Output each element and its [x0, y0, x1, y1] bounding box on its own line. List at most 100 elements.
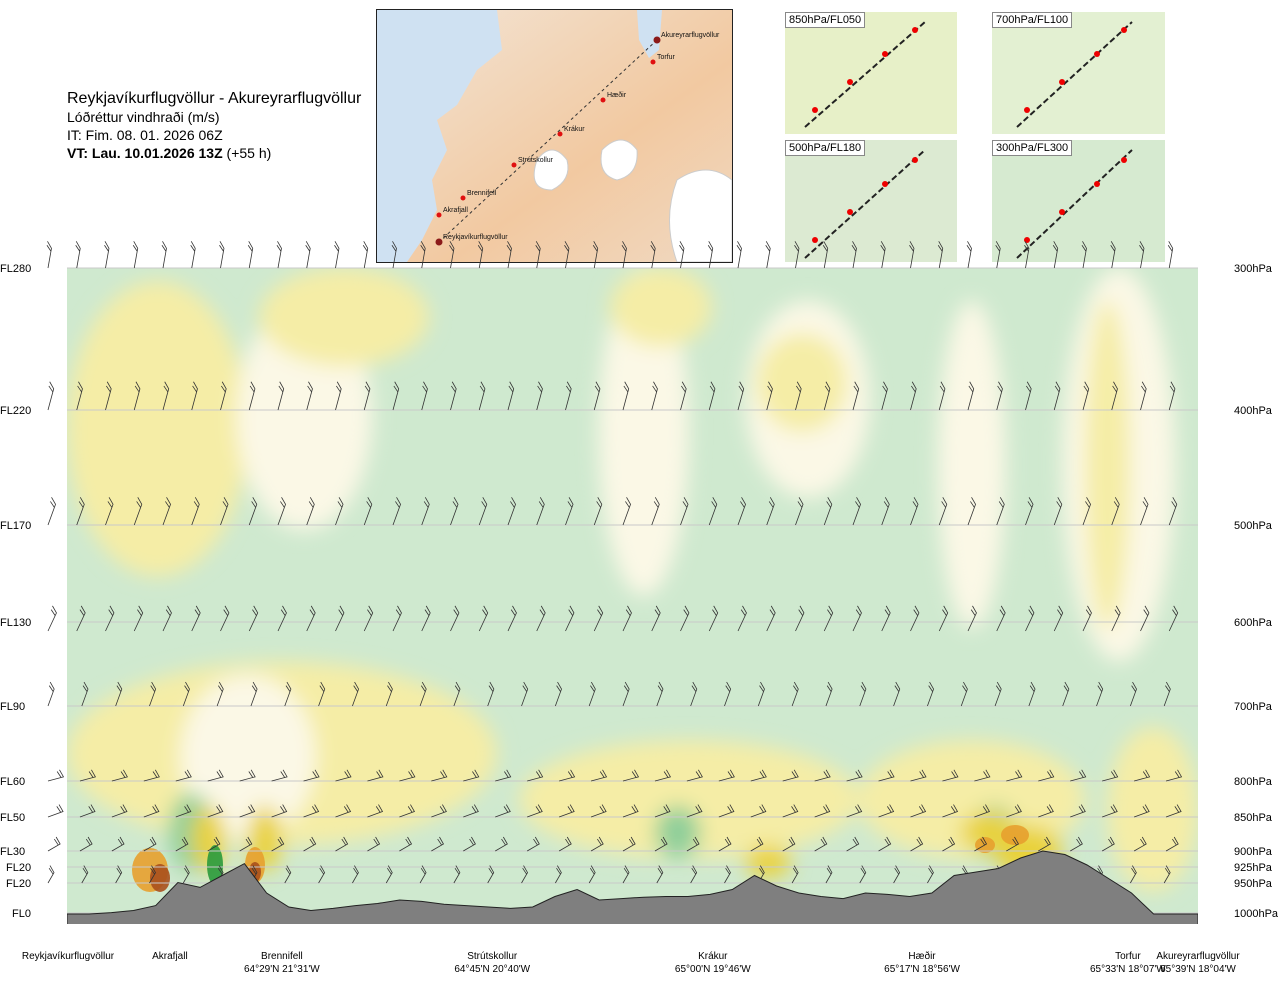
- wind-barb-17: [535, 241, 541, 269]
- wind-barb-67: [823, 381, 831, 411]
- wind-barb-42: [105, 381, 112, 411]
- wind-barb-125: [191, 605, 201, 632]
- wind-barb-268: [111, 836, 125, 852]
- wind-barb-120: [47, 605, 57, 632]
- wind-barb-269: [143, 836, 157, 852]
- wind-barb-244: [495, 804, 511, 818]
- thumb-300[interactable]: 300hPa/FL300: [992, 140, 1165, 262]
- wind-barb-280: [495, 836, 508, 852]
- parameter-subtitle: Lóðréttur vindhraði (m/s): [67, 109, 220, 125]
- wind-barb-284: [622, 836, 636, 852]
- wind-barb-118: [1140, 497, 1149, 526]
- wind-barb-129: [306, 605, 316, 632]
- field-blob-7: [937, 300, 1006, 629]
- wind-barb-317: [555, 865, 562, 884]
- wind-barb-119: [1168, 497, 1178, 526]
- wind-barb-311: [352, 865, 359, 884]
- wind-barb-68: [852, 381, 860, 411]
- wind-barb-33: [995, 241, 1001, 269]
- wind-barb-253: [782, 804, 799, 818]
- wind-barb-117: [1111, 497, 1120, 526]
- field-blob-6: [756, 333, 848, 432]
- thumb-700[interactable]: 700hPa/FL100: [992, 12, 1165, 134]
- wind-barb-25: [765, 241, 771, 269]
- wind-barb-167: [284, 681, 292, 707]
- wind-barb-145: [766, 605, 776, 632]
- thumb-850-label: 850hPa/FL050: [785, 12, 866, 28]
- wind-barb-21: [650, 241, 656, 269]
- wind-barb-1: [75, 241, 81, 269]
- wind-barb-35: [1052, 241, 1059, 269]
- wind-barb-139: [593, 605, 604, 632]
- hpa-label-8: 925hPa: [1234, 862, 1273, 874]
- wind-barb-176: [588, 681, 596, 707]
- wind-barb-286: [686, 836, 700, 852]
- wind-barb-184: [859, 681, 867, 707]
- wind-barb-288: [750, 836, 764, 852]
- wind-barb-81: [76, 497, 85, 526]
- thumb-500-map: [785, 140, 957, 262]
- wind-barb-278: [431, 836, 445, 852]
- wind-barb-28: [851, 241, 857, 269]
- wind-barb-5: [190, 241, 196, 269]
- wind-barb-100: [622, 497, 631, 526]
- thumb-850[interactable]: 850hPa/FL050: [785, 12, 957, 134]
- wind-barb-163: [149, 681, 157, 707]
- wind-barb-99: [593, 497, 603, 526]
- wind-barb-3: [132, 241, 139, 269]
- terrain-profile: [67, 850, 1198, 924]
- field-blob-12: [519, 740, 859, 859]
- wind-barb-66: [795, 381, 802, 411]
- wind-barb-6: [219, 241, 225, 269]
- wind-barb-107: [823, 497, 833, 526]
- wind-barb-204: [367, 769, 384, 782]
- thumb-500-label: 500hPa/FL180: [785, 140, 866, 156]
- waypoint-coord-4: 65°00'N 19°46'W: [675, 964, 751, 975]
- wind-barb-230: [47, 804, 64, 818]
- wind-barb-57: [536, 381, 543, 411]
- field-blob-4: [609, 268, 712, 347]
- wind-barb-40: [47, 381, 55, 411]
- wind-barb-61: [651, 381, 658, 411]
- wind-barb-191: [1096, 681, 1104, 707]
- wind-barb-115: [1053, 497, 1063, 526]
- wind-barb-140: [622, 605, 632, 632]
- wind-barb-88: [277, 497, 286, 526]
- thumb-500[interactable]: 500hPa/FL180: [785, 140, 957, 262]
- wind-barb-103: [708, 497, 718, 526]
- wind-barb-63: [708, 381, 716, 411]
- wind-barb-173: [487, 681, 495, 707]
- wind-barb-325: [825, 865, 833, 884]
- map-glacier-1: [533, 149, 569, 191]
- wind-barb-124: [162, 605, 172, 632]
- field-blob-0: [67, 281, 248, 577]
- wind-barb-240: [367, 804, 384, 818]
- wind-barb-49: [306, 381, 313, 411]
- wind-barb-102: [680, 497, 689, 526]
- wind-barb-50: [335, 381, 342, 411]
- wind-barb-29: [880, 241, 886, 269]
- waypoint-coord-2: 64°29'N 21°31'W: [244, 964, 320, 975]
- wind-barb-116: [1082, 497, 1091, 526]
- wind-barb-233: [143, 804, 160, 818]
- wind-barb-229: [1165, 769, 1183, 782]
- wind-barb-315: [487, 865, 495, 884]
- wind-barb-165: [216, 681, 224, 707]
- wind-barb-305: [149, 865, 156, 884]
- wind-barb-234: [175, 804, 192, 818]
- wind-barb-220: [878, 769, 895, 782]
- wind-barb-212: [622, 769, 640, 782]
- wind-barb-228: [1134, 769, 1151, 782]
- thumb-700-label: 700hPa/FL100: [992, 12, 1073, 28]
- wind-barb-187: [960, 681, 968, 707]
- waypoint-name-0: Reykjavíkurflugvöllur: [22, 951, 115, 962]
- wind-barb-78: [1140, 381, 1147, 411]
- wind-barb-181: [757, 681, 765, 707]
- wind-barb-45: [191, 381, 198, 411]
- wind-barb-254: [814, 804, 831, 818]
- wind-barb-303: [81, 865, 89, 884]
- wind-barb-80: [47, 497, 56, 526]
- fl-label-6: FL50: [0, 812, 25, 824]
- hpa-label-2: 500hPa: [1234, 520, 1273, 532]
